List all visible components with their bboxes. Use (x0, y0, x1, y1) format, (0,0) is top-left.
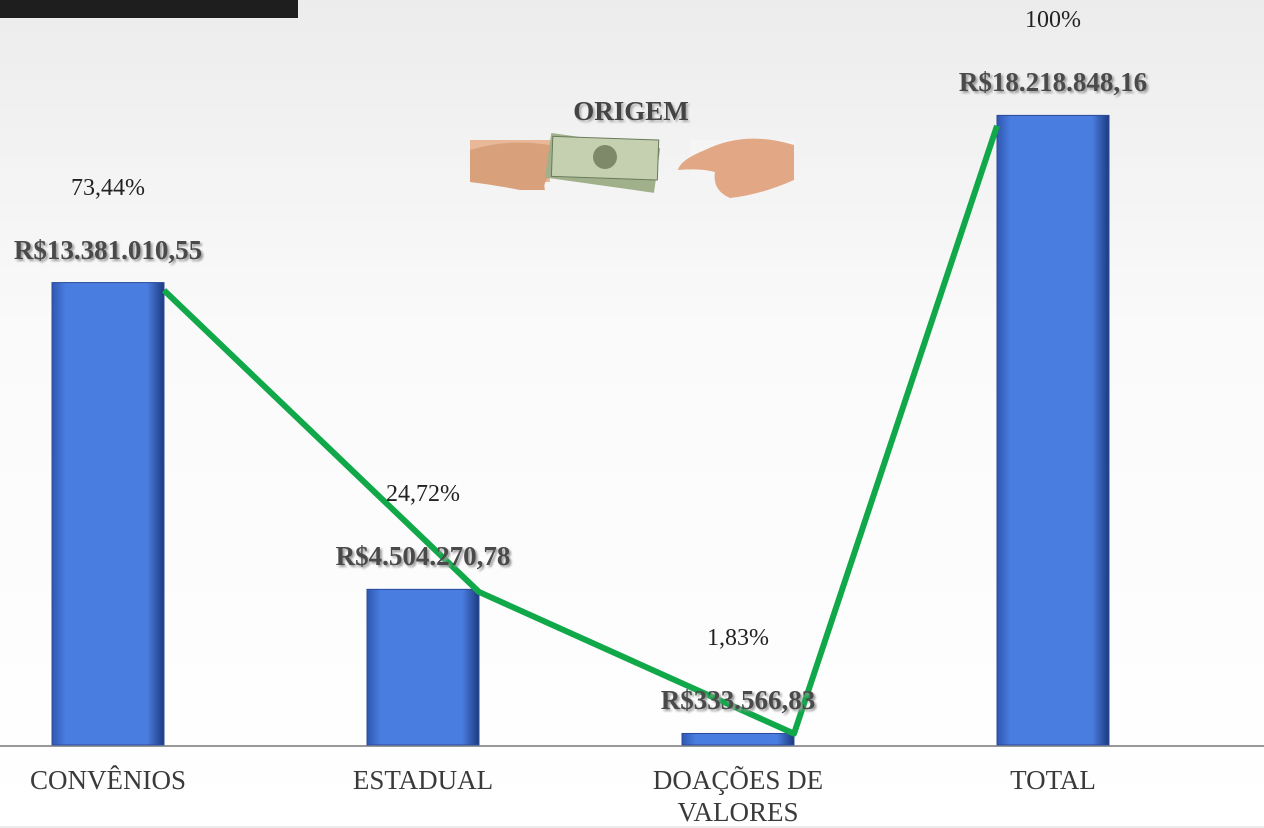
percent-label: 24,72% (386, 481, 460, 508)
x-tick-label: ESTADUAL (352, 765, 494, 795)
chart-title: ORIGEM (573, 96, 689, 126)
percent-label: 73,44% (71, 174, 145, 201)
value-label: R$4.504.270,78 (335, 541, 511, 572)
x-tick-label: TOTAL (1010, 765, 1096, 795)
money-picture (470, 132, 794, 198)
bar (366, 588, 480, 746)
value-label: R$13.381.010,55 (13, 234, 203, 265)
percent-label: 1,83% (707, 625, 769, 652)
line (161, 124, 1000, 737)
header-bar (0, 0, 298, 18)
bar (681, 732, 795, 746)
bar (51, 282, 165, 746)
bar (996, 114, 1110, 746)
value-label: R$333.566,83 (660, 685, 816, 716)
percent-label: 100% (1025, 7, 1081, 34)
x-tick-label: CONVÊNIOS (29, 765, 186, 795)
x-tick-label: DOAÇÕES DE VALORES (652, 765, 824, 827)
value-label: R$18.218.848,16 (958, 67, 1148, 98)
